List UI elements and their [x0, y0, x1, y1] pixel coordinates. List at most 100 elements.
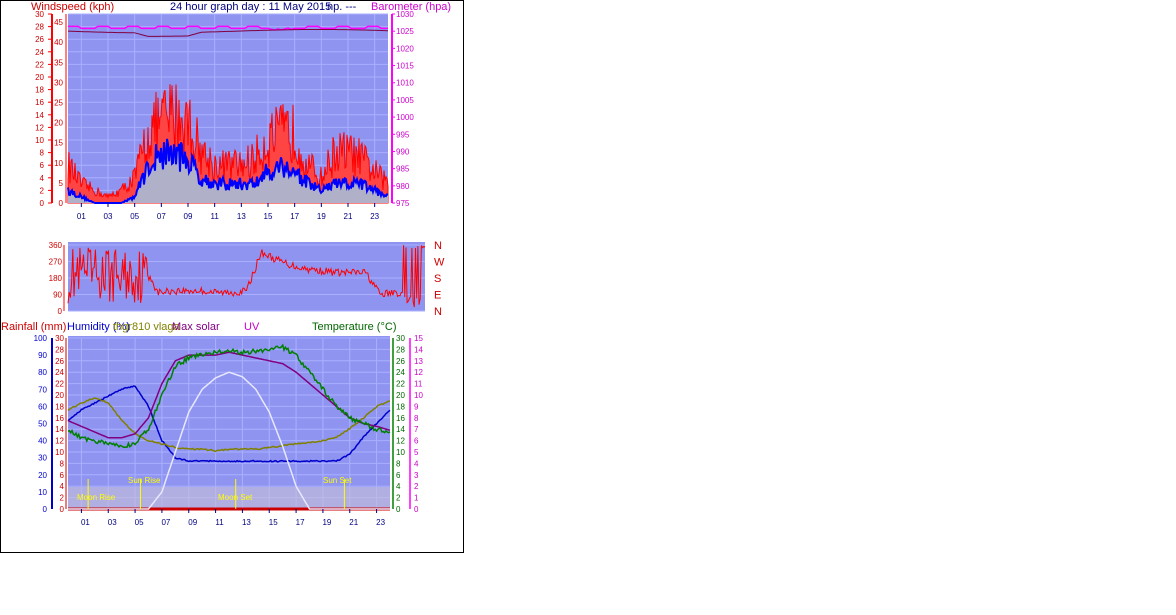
wind-hour-tick-label: 05 — [130, 212, 139, 221]
windspeed-inner-tick-label: 40 — [54, 38, 63, 47]
barometer-tick-label: 1005 — [396, 96, 414, 105]
lower-panel-axes: 0102030405060708090100024681012141618202… — [34, 334, 424, 527]
rainfall-tick-label: 0 — [60, 505, 65, 514]
temperature-tick-label: 6 — [396, 471, 401, 480]
wind-hour-tick-label: 13 — [237, 212, 246, 221]
uv-tick-label: 15 — [414, 334, 423, 343]
windspeed-inner-tick-label: 30 — [54, 78, 63, 87]
direction-tick-label: 180 — [49, 274, 63, 283]
lower-hour-tick-label: 17 — [296, 518, 305, 527]
rainfall-tick-label: 22 — [55, 380, 64, 389]
wind-hour-tick-label: 03 — [104, 212, 113, 221]
rainfall-tick-label: 10 — [55, 448, 64, 457]
wind-hour-tick-label: 11 — [211, 212, 220, 221]
wind-hour-tick-label: 21 — [344, 212, 353, 221]
temperature-tick-label: 4 — [396, 482, 401, 491]
windspeed-tick-label: 20 — [35, 73, 44, 82]
uv-tick-label: 13 — [414, 357, 423, 366]
windspeed-tick-label: 8 — [40, 149, 45, 158]
barometer-tick-label: 1015 — [396, 62, 414, 71]
uv-tick-label: 3 — [414, 471, 419, 480]
lower-hour-tick-label: 01 — [81, 518, 90, 527]
direction-compass-label: N — [434, 240, 442, 252]
lower-hour-tick-label: 09 — [188, 518, 197, 527]
oregon-humidity-series — [67, 397, 390, 453]
uv-tick-label: 5 — [414, 448, 419, 457]
windspeed-tick-label: 12 — [35, 123, 44, 132]
humidity-tick-label: 90 — [38, 351, 47, 360]
rainfall-tick-label: 2 — [60, 494, 65, 503]
windspeed-tick-label: 10 — [35, 136, 44, 145]
uv-tick-label: 10 — [414, 391, 423, 400]
humidity-tick-label: 70 — [38, 385, 47, 394]
weather-graph: Windspeed (kph) 24 hour graph day : 11 M… — [1, 1, 451, 527]
temperature-tick-label: 26 — [396, 357, 405, 366]
windspeed-inner-tick-label: 15 — [54, 139, 63, 148]
uv-tick-label: 2 — [414, 482, 419, 491]
lower-panel-events: Moon Rise Sun Rise Moon Set Sun Set — [77, 476, 352, 509]
direction-tick-label: 0 — [58, 307, 63, 316]
uv-tick-label: 0 — [414, 505, 419, 514]
windspeed-tick-label: 26 — [35, 35, 44, 44]
uv-tick-label: 4 — [414, 459, 419, 468]
rainfall-tick-label: 6 — [60, 471, 65, 480]
rainfall-axis-label: Rainfall (mm) — [1, 321, 66, 333]
barometer-tick-label: 985 — [396, 165, 410, 174]
barometer-tick-label: 980 — [396, 182, 410, 191]
windspeed-inner-tick-label: 45 — [54, 18, 63, 27]
windspeed-tick-label: 18 — [35, 86, 44, 95]
uv-tick-label: 12 — [414, 368, 423, 377]
graph-title-suffix: np. --- — [327, 1, 357, 13]
windspeed-tick-label: 4 — [40, 174, 45, 183]
lower-panel-background — [68, 336, 390, 509]
windspeed-tick-label: 6 — [40, 161, 45, 170]
rainfall-tick-label: 16 — [55, 414, 64, 423]
temperature-tick-label: 8 — [396, 459, 401, 468]
windspeed-tick-label: 22 — [35, 60, 44, 69]
wind-hour-tick-label: 23 — [370, 212, 379, 221]
uv-tick-label: 1 — [414, 494, 419, 503]
wind-hour-tick-label: 01 — [77, 212, 86, 221]
barometer-tick-label: 1000 — [396, 113, 414, 122]
direction-tick-label: 90 — [53, 291, 62, 300]
windspeed-tick-label: 16 — [35, 98, 44, 107]
temperature-tick-label: 0 — [396, 505, 401, 514]
humidity-tick-label: 60 — [38, 402, 47, 411]
temperature-tick-label: 14 — [396, 425, 405, 434]
windspeed-inner-tick-label: 0 — [59, 199, 64, 208]
rainfall-tick-label: 18 — [55, 402, 64, 411]
barometer-max-series — [68, 25, 388, 31]
lower-hour-tick-label: 19 — [322, 518, 331, 527]
uv-tick-label: 11 — [414, 380, 423, 389]
temperature-tick-label: 30 — [396, 334, 405, 343]
direction-tick-label: 270 — [49, 258, 63, 267]
windspeed-tick-label: 28 — [35, 23, 44, 32]
temperature-tick-label: 22 — [396, 380, 405, 389]
barometer-axis-label: Barometer (hpa) — [371, 1, 451, 13]
oregon-axis-label: thgr810 vlaga — [113, 321, 181, 333]
temperature-tick-label: 20 — [396, 391, 405, 400]
humidity-series — [67, 385, 391, 463]
wind-hour-tick-label: 17 — [290, 212, 299, 221]
direction-compass-label: W — [434, 257, 445, 269]
direction-tick-label: 360 — [49, 241, 63, 250]
temperature-tick-label: 10 — [396, 448, 405, 457]
windspeed-tick-label: 14 — [35, 111, 44, 120]
wind-hour-tick-label: 07 — [157, 212, 166, 221]
humidity-tick-label: 40 — [38, 437, 47, 446]
rainfall-tick-label: 12 — [55, 437, 64, 446]
uv-axis-label: UV — [244, 321, 260, 333]
barometer-tick-label: 995 — [396, 130, 410, 139]
wind-fill — [68, 138, 388, 203]
uv-tick-label: 6 — [414, 437, 419, 446]
rainfall-tick-label: 14 — [55, 425, 64, 434]
wind-panel-axes: 0246810121416182022242628300510152025303… — [35, 10, 414, 221]
uv-tick-label: 9 — [414, 402, 419, 411]
graph-title: 24 hour graph day : 11 May 2015 — [170, 1, 331, 13]
sun-set-label: Sun Set — [323, 476, 352, 485]
temperature-tick-label: 16 — [396, 414, 405, 423]
moon-set-label: Moon Set — [218, 493, 253, 502]
wind-hour-tick-label: 09 — [184, 212, 193, 221]
barometer-tick-label: 1030 — [396, 10, 414, 19]
